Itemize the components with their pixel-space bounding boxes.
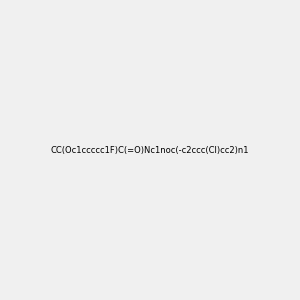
Text: CC(Oc1ccccc1F)C(=O)Nc1noc(-c2ccc(Cl)cc2)n1: CC(Oc1ccccc1F)C(=O)Nc1noc(-c2ccc(Cl)cc2)…: [51, 146, 249, 154]
